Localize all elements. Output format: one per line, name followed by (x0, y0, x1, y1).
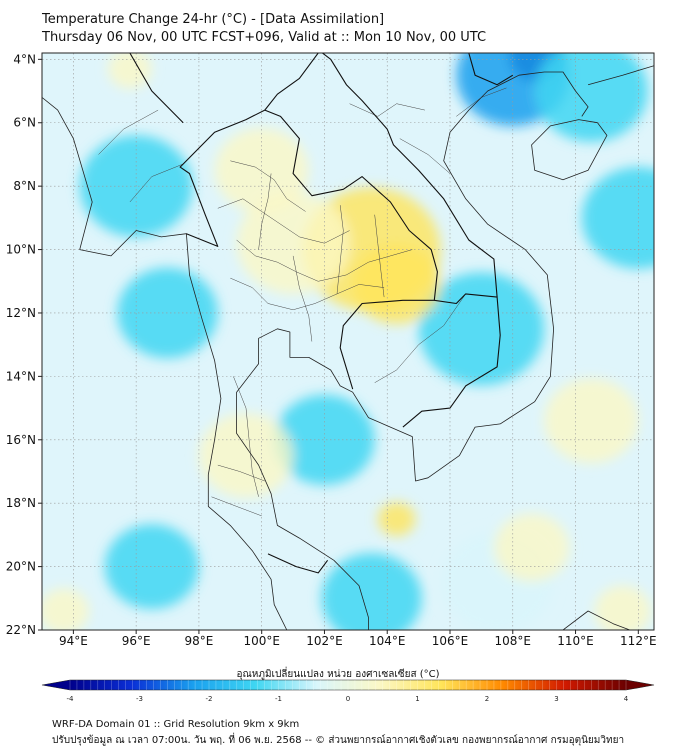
colorbar-label: อุณหภูมิเปลี่ยนแปลง หน่วย องศาเซลเซียส (… (236, 669, 440, 680)
country-border (264, 53, 319, 111)
coastline (562, 610, 631, 630)
country-border (321, 53, 498, 298)
lat-label: 14°N (6, 369, 36, 383)
lon-label: 100°E (243, 634, 280, 648)
coastline (42, 97, 93, 250)
map-subtitle-valid-time: Thursday 06 Nov, 00 UTC FCST+096, Valid … (42, 30, 487, 45)
lat-label: 16°N (6, 433, 36, 447)
coastline (587, 65, 654, 86)
footer-model-info: WRF-DA Domain 01 :: Grid Resolution 9km … (52, 719, 300, 730)
province-boundary (374, 293, 466, 383)
country-border (267, 553, 329, 574)
lon-label: 108°E (495, 634, 532, 648)
province-boundary (233, 376, 259, 497)
cool-anomaly (581, 167, 654, 269)
country-border (402, 293, 501, 428)
province-boundary (230, 160, 306, 212)
lat-label: 12°N (6, 306, 36, 320)
coastline (333, 560, 369, 630)
warm-anomaly (377, 502, 416, 536)
lon-label: 106°E (432, 634, 469, 648)
province-boundary (399, 138, 451, 174)
lat-label: 4°N (13, 52, 36, 66)
lat-label: 8°N (13, 179, 36, 193)
country-border (468, 53, 514, 86)
province-boundary (211, 496, 262, 517)
coastline (531, 119, 608, 181)
map-title: Temperature Change 24-hr (°C) - [Data As… (42, 12, 385, 27)
footer-update-info: ปรับปรุงข้อมูล ณ เวลา 07:00น. วัน พฤ. ที… (52, 735, 625, 746)
geographic-lines (42, 53, 654, 630)
lon-label: 110°E (557, 634, 594, 648)
colorbar-tick-label: 1 (415, 695, 419, 703)
lat-lon-gridlines (42, 53, 654, 630)
province-boundary (349, 103, 425, 117)
warm-anomaly (493, 513, 570, 582)
colorbar-tick-label: -3 (136, 695, 143, 703)
colorbar-tick-label: -2 (206, 695, 213, 703)
cool-anomaly (104, 524, 199, 609)
province-boundary (129, 163, 184, 203)
lon-label: 98°E (184, 634, 213, 648)
province-boundary (98, 109, 159, 155)
cool-anomaly (321, 553, 422, 630)
coastline (79, 230, 288, 630)
warm-anomaly (594, 585, 651, 630)
province-boundary (217, 464, 265, 482)
warm-anomaly (236, 192, 350, 295)
lat-label: 10°N (6, 243, 36, 257)
province-boundary (258, 173, 272, 250)
colorbar-tick-label: 2 (485, 695, 489, 703)
province-boundary (336, 205, 344, 294)
colorbar: -4 -3 -2 -1 0 1 2 3 4 (41, 679, 655, 703)
province-boundary (217, 198, 350, 244)
colorbar-min-extend (42, 680, 70, 690)
country-border (129, 53, 184, 124)
axis-labels: 22°N 20°N 18°N 16°N 14°N 12°N 10°N 8°N 6°N 4°N 94°… (6, 52, 657, 648)
lon-label: 104°E (369, 634, 406, 648)
map-frame (41, 52, 655, 631)
colorbar-tick-label: 4 (624, 695, 629, 703)
warm-anomaly (42, 588, 90, 630)
province-boundary (230, 277, 385, 311)
warm-anomaly (198, 413, 294, 499)
cool-anomaly (534, 53, 648, 142)
warm-anomaly (544, 378, 639, 464)
lat-label: 6°N (13, 116, 36, 130)
province-boundary (292, 255, 313, 342)
cool-anomaly (274, 394, 375, 485)
lon-label: 102°E (306, 634, 343, 648)
province-boundary (374, 214, 385, 298)
lon-label: 112°E (620, 634, 657, 648)
lat-label: 20°N (6, 560, 36, 574)
coastline (236, 71, 589, 561)
colorbar-max-extend (626, 680, 654, 690)
colorbar-tick-label: 3 (554, 695, 558, 703)
province-boundary (236, 239, 413, 282)
cool-anomaly (117, 267, 218, 359)
lon-label: 94°E (59, 634, 88, 648)
colorbar-tick-label: 0 (346, 695, 350, 703)
colorbar-tick-label: -4 (67, 695, 75, 703)
colorbar-tick-label: -1 (275, 695, 282, 703)
warm-anomaly (107, 53, 152, 89)
lon-label: 96°E (122, 634, 151, 648)
lat-label: 22°N (6, 623, 36, 637)
country-border (179, 109, 438, 390)
lat-label: 18°N (6, 496, 36, 510)
